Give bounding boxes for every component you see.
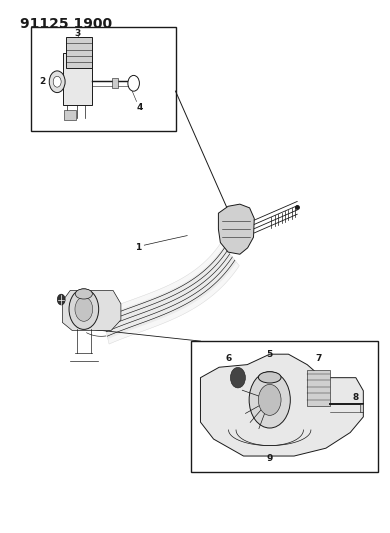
- Bar: [66, 37, 92, 68]
- Polygon shape: [101, 243, 239, 344]
- Text: 9: 9: [266, 454, 273, 463]
- Bar: [64, 110, 76, 120]
- Circle shape: [249, 372, 290, 428]
- Bar: [191, 341, 378, 472]
- Bar: [31, 27, 176, 131]
- Text: 91125 1900: 91125 1900: [20, 17, 112, 31]
- Polygon shape: [103, 246, 236, 339]
- Bar: [112, 78, 118, 88]
- Bar: [63, 53, 92, 104]
- Ellipse shape: [259, 372, 281, 383]
- Text: 5: 5: [267, 350, 273, 359]
- Circle shape: [69, 289, 99, 329]
- Text: 8: 8: [353, 393, 359, 402]
- Text: 3: 3: [74, 29, 80, 38]
- Circle shape: [75, 297, 93, 321]
- Circle shape: [128, 75, 139, 91]
- Circle shape: [57, 294, 65, 305]
- Ellipse shape: [75, 289, 92, 299]
- Circle shape: [230, 367, 245, 388]
- Circle shape: [259, 384, 281, 415]
- Circle shape: [53, 76, 61, 87]
- Circle shape: [49, 71, 65, 93]
- Text: 6: 6: [225, 353, 232, 362]
- Text: 4: 4: [136, 103, 143, 112]
- Polygon shape: [62, 290, 121, 330]
- Text: 7: 7: [315, 353, 322, 362]
- Polygon shape: [218, 204, 254, 254]
- Bar: [360, 404, 363, 411]
- Polygon shape: [200, 354, 363, 456]
- Text: 1: 1: [135, 244, 142, 252]
- Bar: [307, 370, 330, 406]
- Text: 2: 2: [40, 77, 46, 86]
